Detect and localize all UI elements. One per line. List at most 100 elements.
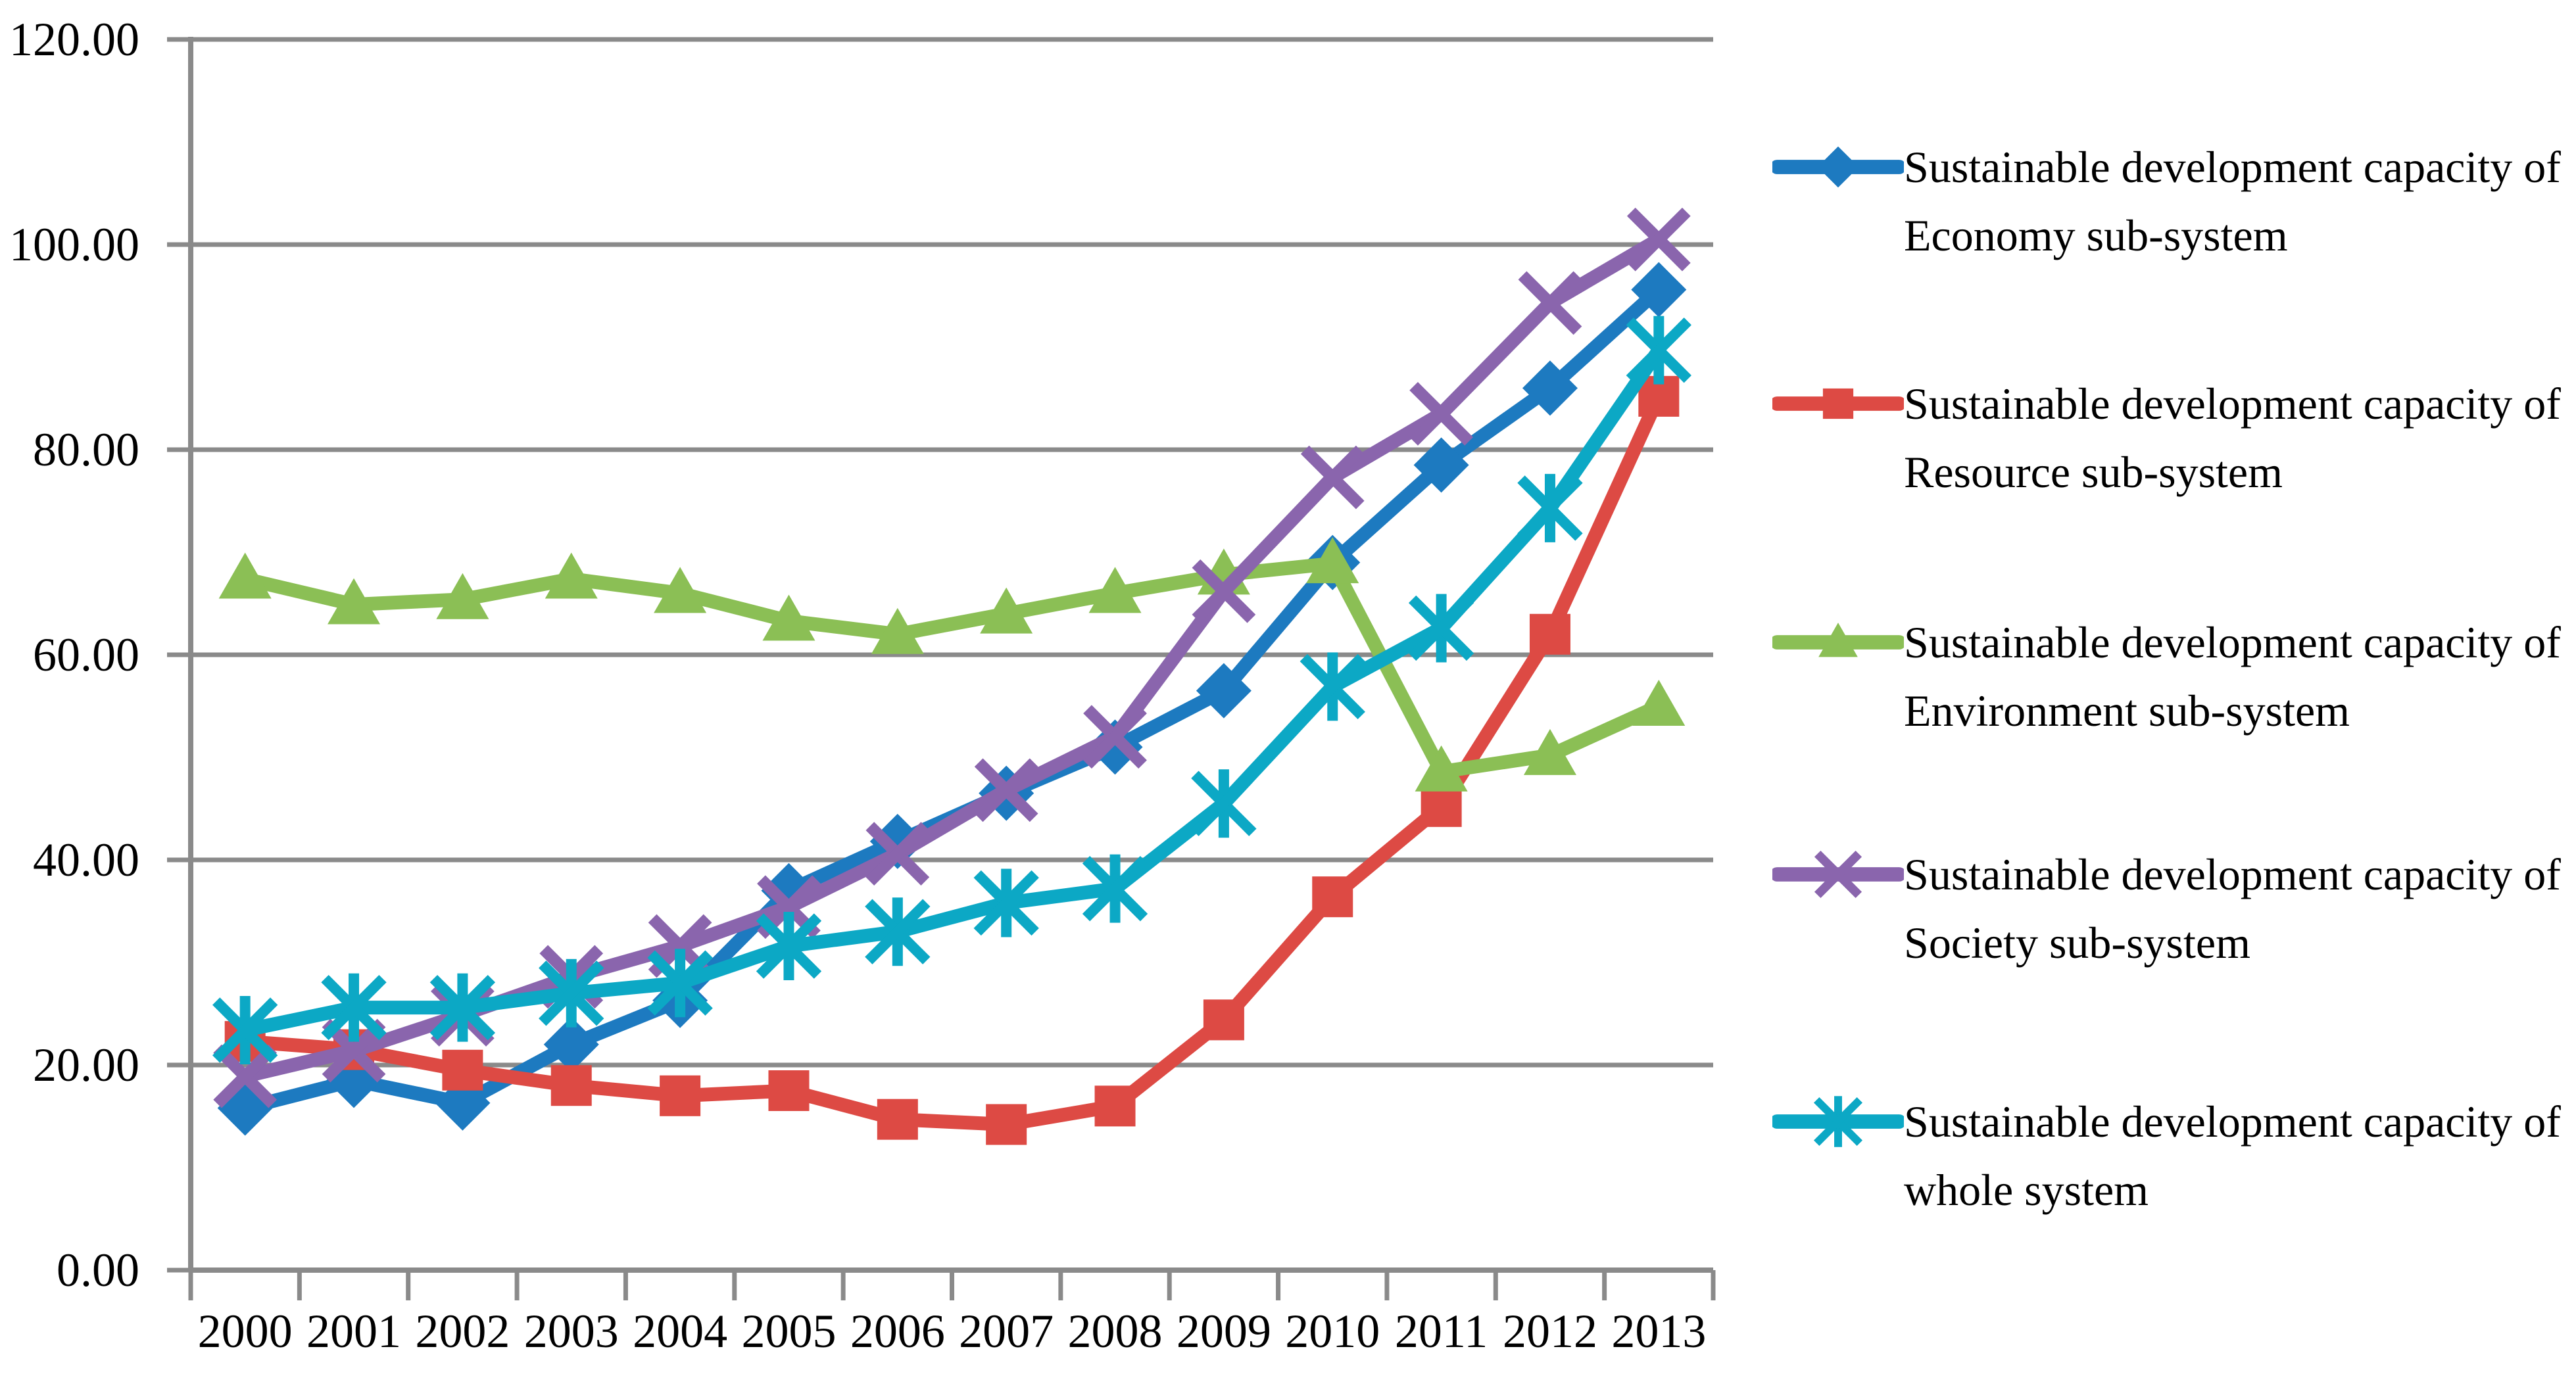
data-point-marker — [1196, 663, 1252, 719]
legend-item: Sustainable development capacity of Socie… — [1772, 840, 2576, 977]
data-point-marker — [1087, 719, 1143, 775]
data-point-marker — [877, 1099, 918, 1140]
legend-item: Sustainable development capacity of Resou… — [1772, 369, 2576, 506]
y-axis-label: 0.00 — [57, 1244, 139, 1296]
x-axis-label: 2001 — [306, 1305, 402, 1358]
data-point-marker — [660, 1075, 701, 1116]
y-axis-label: 120.00 — [9, 13, 139, 66]
x-axis-label: 2010 — [1285, 1305, 1380, 1358]
triangle-legend-marker-icon — [1772, 623, 1904, 657]
y-axis-label: 80.00 — [33, 423, 139, 476]
data-point-marker — [1522, 360, 1578, 416]
data-point-marker — [756, 912, 822, 981]
legend-label-line: Economy sub-system — [1904, 210, 2288, 260]
x-marker-stroke — [213, 1044, 278, 1108]
legend-label-line: Resource sub-system — [1904, 447, 2283, 497]
data-point-marker — [442, 1049, 483, 1091]
diamond-legend-marker-icon — [1772, 146, 1904, 188]
data-point-marker — [1822, 388, 1854, 419]
asterisk-stroke — [1408, 595, 1474, 661]
data-point-marker — [986, 1104, 1027, 1145]
data-point-marker — [1082, 854, 1148, 923]
data-point-marker — [1518, 271, 1582, 335]
x-marker-stroke — [1626, 207, 1691, 272]
series-5 — [212, 316, 1691, 1064]
data-point-marker — [1818, 623, 1858, 657]
series-3 — [218, 537, 1686, 792]
legend-label-line: Society sub-system — [1904, 918, 2250, 968]
data-point-marker — [1529, 613, 1570, 655]
data-point-marker — [1631, 262, 1687, 318]
data-point-marker — [1813, 1096, 1863, 1147]
x-marker-stroke — [1518, 271, 1582, 335]
asterisk-stroke — [973, 870, 1039, 936]
x-axis-label: 2006 — [850, 1305, 945, 1358]
data-point-marker — [865, 897, 931, 966]
legend-item: Sustainable development capacity of Econo… — [1772, 133, 2576, 270]
y-axis-label: 40.00 — [33, 834, 139, 886]
data-point-marker — [974, 758, 1038, 822]
x-axis-label: 2002 — [415, 1305, 510, 1358]
data-point-marker — [1312, 876, 1353, 918]
data-point-marker — [1300, 445, 1365, 509]
legend-label: Sustainable development capacity of Econo… — [1904, 133, 2576, 270]
asterisk-stroke — [429, 974, 496, 1041]
x-marker-stroke — [1409, 382, 1473, 446]
data-point-marker — [545, 552, 598, 599]
x-axis-label: 2005 — [741, 1305, 837, 1358]
legend-label-line: Environment sub-system — [1904, 686, 2350, 736]
asterisk-stroke — [212, 997, 278, 1063]
asterisk-stroke — [1300, 653, 1365, 720]
data-point-marker — [871, 607, 924, 654]
data-point-marker — [768, 1070, 810, 1111]
asterisk-stroke — [1082, 856, 1148, 922]
x-marker-stroke — [865, 822, 930, 886]
legend-label: Sustainable development capacity of Resou… — [1904, 369, 2576, 506]
legend-label-line: Sustainable development capacity of — [1904, 1097, 2561, 1147]
x-marker-stroke — [974, 758, 1038, 822]
legend-label-line: Sustainable development capacity of — [1904, 379, 2561, 429]
asterisk-stroke — [865, 899, 931, 964]
x-marker-stroke — [1083, 705, 1147, 769]
data-point-marker — [1814, 850, 1862, 899]
legend-item: Sustainable development capacity of whole… — [1772, 1087, 2576, 1224]
asterisk-stroke — [1626, 318, 1691, 383]
data-point-marker — [1523, 728, 1576, 775]
data-point-marker — [1517, 473, 1583, 542]
square-legend-marker-icon — [1772, 388, 1904, 419]
data-point-marker — [328, 578, 381, 625]
data-point-marker — [539, 959, 604, 1028]
legend-label-line: Sustainable development capacity of — [1904, 849, 2561, 899]
data-point-marker — [654, 567, 707, 613]
x-axis-label: 2004 — [633, 1305, 728, 1358]
data-point-marker — [1632, 680, 1686, 726]
x-marker-stroke — [1300, 445, 1365, 509]
asterisk-stroke — [1191, 770, 1257, 836]
x-axis-label: 2007 — [959, 1305, 1054, 1358]
data-point-marker — [1306, 537, 1359, 584]
data-point-marker — [1083, 705, 1147, 769]
x-legend-marker-icon — [1772, 850, 1904, 899]
asterisk-stroke — [1517, 475, 1583, 541]
series-line — [238, 556, 1666, 779]
data-point-marker — [1817, 146, 1859, 188]
data-point-marker — [543, 1016, 599, 1072]
legend-label-line: whole system — [1904, 1165, 2149, 1215]
data-point-marker — [980, 587, 1033, 634]
data-point-marker — [1626, 207, 1691, 272]
y-axis-label: 20.00 — [33, 1039, 139, 1091]
data-point-marker — [1409, 382, 1473, 446]
data-point-marker — [1088, 567, 1142, 613]
data-point-marker — [1094, 1085, 1136, 1127]
asterisk-legend-marker-icon — [1772, 1096, 1904, 1147]
data-point-marker — [1413, 437, 1469, 493]
data-point-marker — [218, 552, 272, 599]
data-point-marker — [1191, 769, 1257, 838]
asterisk-stroke — [321, 974, 387, 1041]
x-axis-label: 2009 — [1176, 1305, 1271, 1358]
data-point-marker — [213, 1044, 278, 1108]
data-point-marker — [436, 573, 489, 619]
legend-label: Sustainable development capacity of Envir… — [1904, 608, 2576, 745]
legend-label: Sustainable development capacity of Socie… — [1904, 840, 2576, 977]
